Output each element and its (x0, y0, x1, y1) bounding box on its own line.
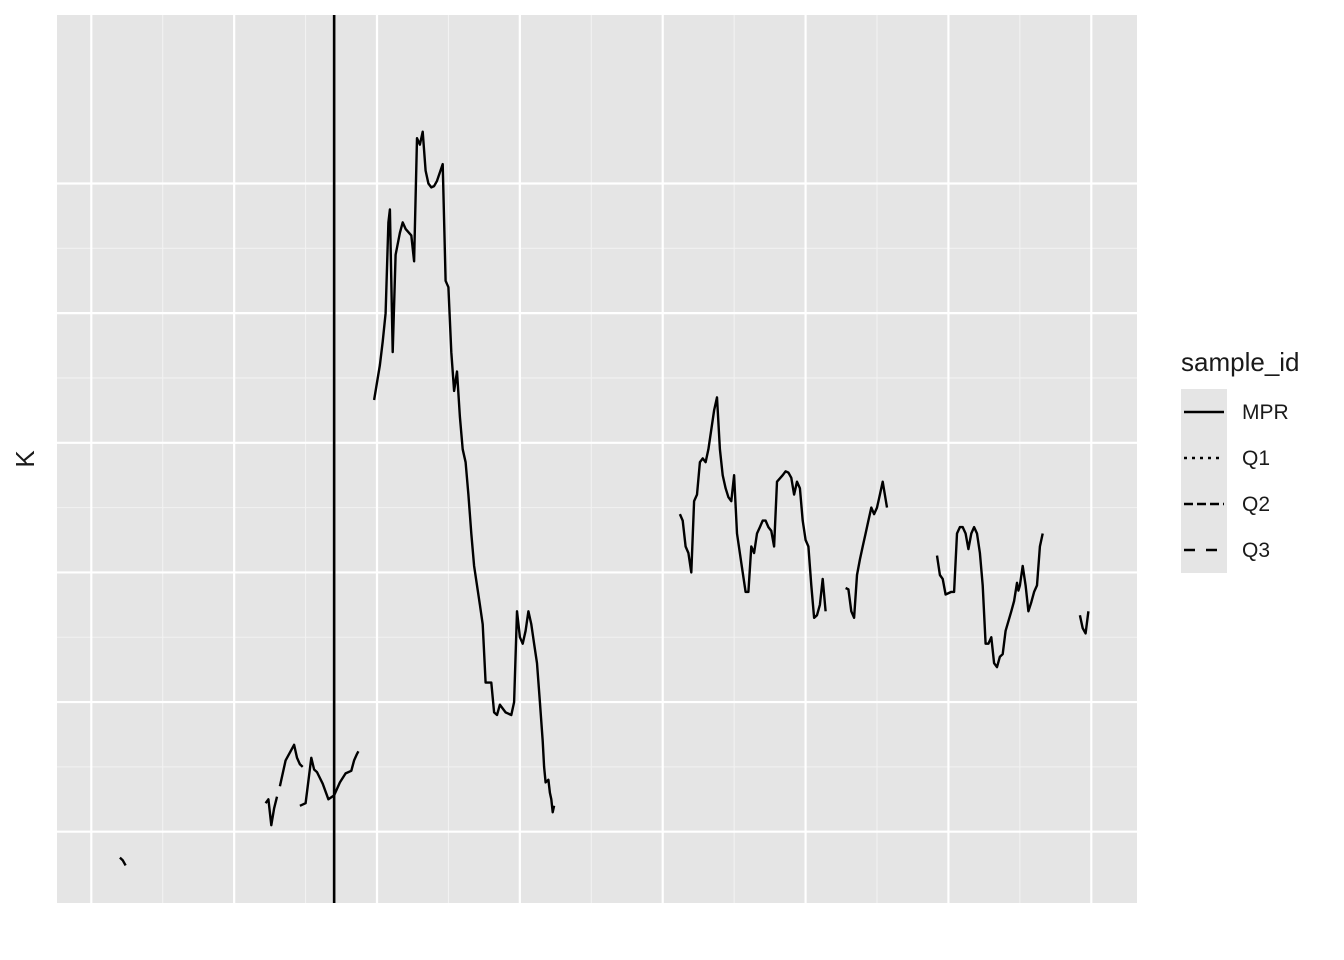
legend: sample_id MPR Q1 Q2 Q3 (1181, 347, 1300, 573)
legend-label-q1: Q1 (1242, 447, 1270, 470)
plot-panel (57, 15, 1137, 903)
series-line-mpr (119, 856, 127, 866)
legend-entries: MPR Q1 Q2 Q3 (1184, 401, 1289, 562)
grid-minor (57, 15, 1137, 903)
series-line-mpr (935, 525, 1044, 669)
series-line-mpr (1078, 611, 1090, 635)
y-axis-label: K (10, 450, 40, 468)
grid-major (57, 15, 1137, 903)
legend-label-mpr: MPR (1242, 401, 1289, 424)
series-line-mpr (678, 396, 827, 619)
series-line-mpr (845, 480, 889, 619)
series-line-mpr (299, 750, 360, 807)
legend-title: sample_id (1181, 347, 1300, 377)
series-line-mpr (278, 743, 304, 787)
legend-key-background (1181, 389, 1227, 573)
series-line-mpr (372, 130, 556, 814)
legend-label-q3: Q3 (1242, 539, 1270, 562)
legend-label-q2: Q2 (1242, 493, 1270, 516)
series-layer (119, 130, 1090, 866)
series-line-mpr (264, 796, 279, 827)
